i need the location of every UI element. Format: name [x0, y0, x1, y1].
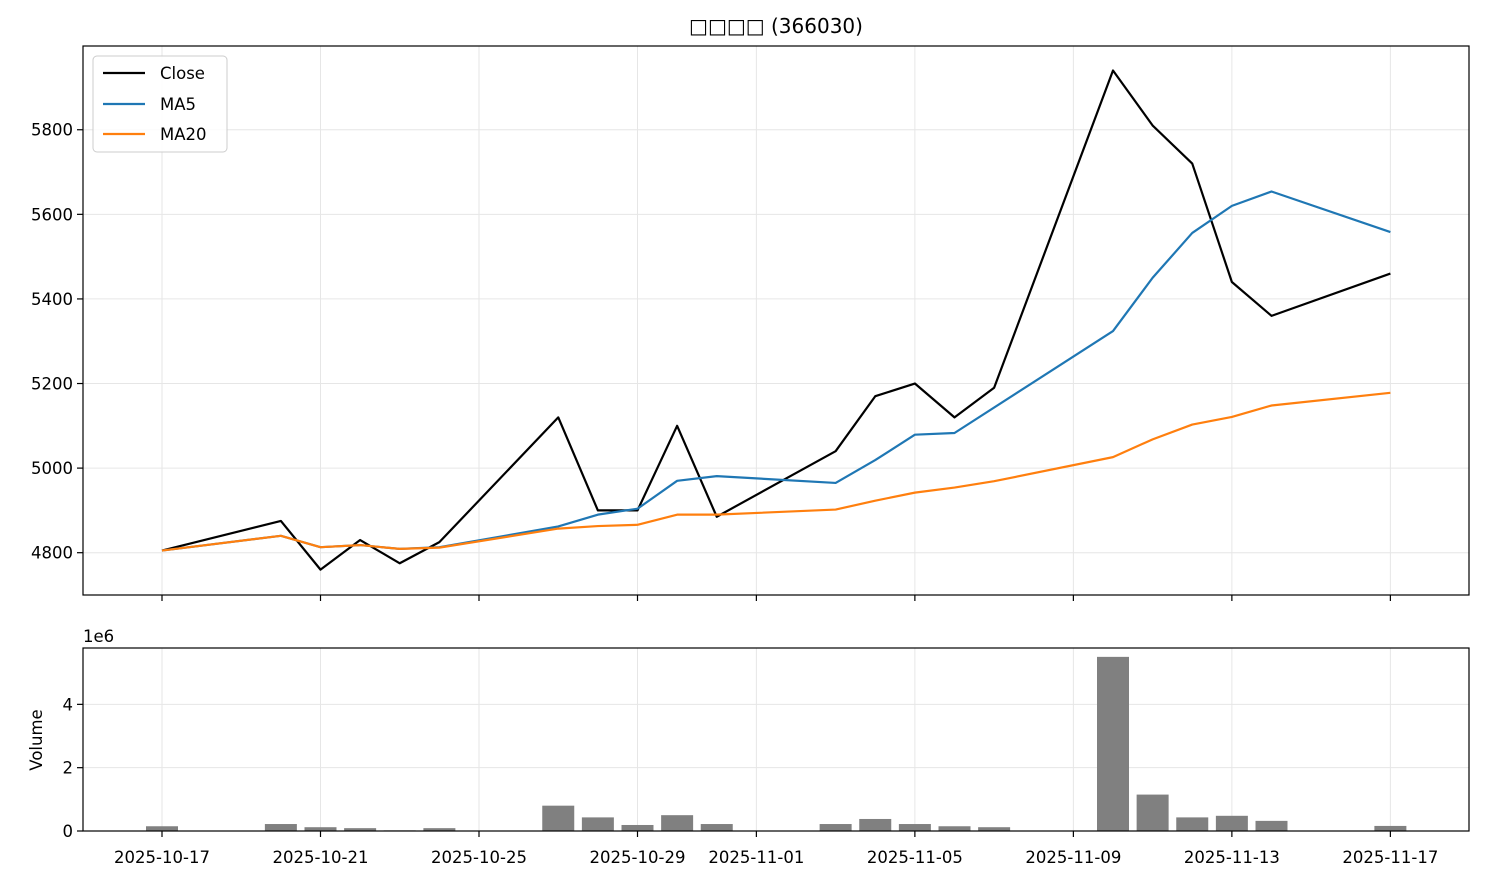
volume-grid [83, 648, 1469, 832]
x-tick-label: 2025-11-09 [1025, 848, 1121, 867]
volume-bar [423, 828, 456, 831]
volume-bar [264, 824, 297, 831]
legend-box [92, 55, 228, 153]
x-tick-label: 2025-10-25 [431, 848, 527, 867]
volume-x-axis: 2025-10-17 2025-10-21 2025-10-25 2025-10-29… [114, 831, 1438, 867]
x-tick-label: 2025-11-05 [867, 848, 963, 867]
x-tick-label: 2025-10-21 [273, 848, 369, 867]
price-y-tick-label: 5400 [31, 290, 73, 309]
price-panel: 4800 5000 5200 5400 5600 5800 Close MA5 MA20 [31, 45, 1470, 601]
volume-bar [1176, 817, 1209, 831]
x-tick-label: 2025-11-01 [708, 848, 804, 867]
volume-bar [344, 828, 377, 831]
legend-label-ma5: MA5 [160, 95, 196, 114]
volume-bar [661, 815, 694, 831]
price-y-tick-label: 5600 [31, 205, 73, 224]
volume-bar [1097, 656, 1129, 831]
legend-label-close: Close [160, 64, 205, 83]
volume-y-tick-label: 4 [63, 695, 74, 714]
ma5-line [161, 190, 1391, 552]
x-tick-label: 2025-10-29 [590, 848, 686, 867]
ma20-line [161, 391, 1391, 552]
volume-y-axis: 0 2 4 [63, 695, 83, 841]
volume-bar [938, 826, 971, 831]
price-lines [161, 69, 1391, 571]
close-line [161, 69, 1391, 571]
price-y-axis: 4800 5000 5200 5400 5600 5800 [31, 121, 83, 563]
price-grid [83, 46, 1469, 595]
volume-bar [978, 827, 1011, 831]
price-y-tick-label: 4800 [31, 544, 73, 563]
volume-panel: 024 2025-10-17 2025-10-21 2025-10-25 2025-1… [27, 627, 1470, 867]
volume-bar [542, 805, 575, 831]
price-x-ticks [161, 595, 1391, 601]
volume-bar [1215, 815, 1248, 831]
x-tick-label: 2025-11-13 [1184, 848, 1280, 867]
volume-bar [1374, 825, 1407, 831]
volume-bar [898, 824, 931, 831]
volume-bar [1255, 820, 1288, 831]
x-tick-label: 2025-11-17 [1342, 848, 1438, 867]
volume-bar [621, 824, 654, 831]
price-y-tick-label: 5200 [31, 375, 73, 394]
price-y-tick-label: 5800 [31, 121, 73, 140]
volume-plot-frame [82, 647, 1470, 832]
volume-offset-text: 1e6 [83, 627, 114, 646]
volume-bar [1136, 794, 1169, 831]
volume-bar [146, 826, 178, 831]
volume-bars [146, 656, 1407, 831]
volume-bar [304, 827, 337, 831]
price-plot-frame [82, 45, 1470, 596]
volume-bar [819, 824, 852, 831]
volume-y-label: Volume [27, 709, 46, 770]
price-y-tick-label: 5000 [31, 459, 73, 478]
legend: Close MA5 MA20 [92, 55, 228, 153]
volume-y-tick-label: 0 [63, 822, 74, 841]
chart-title: □□□□ (366030) [689, 14, 863, 38]
volume-bar [581, 817, 614, 831]
legend-label-ma20: MA20 [160, 125, 207, 144]
volume-bar [700, 824, 733, 831]
volume-y-tick-label: 2 [63, 759, 74, 778]
volume-bar [859, 818, 892, 831]
x-tick-label: 2025-10-17 [114, 848, 210, 867]
